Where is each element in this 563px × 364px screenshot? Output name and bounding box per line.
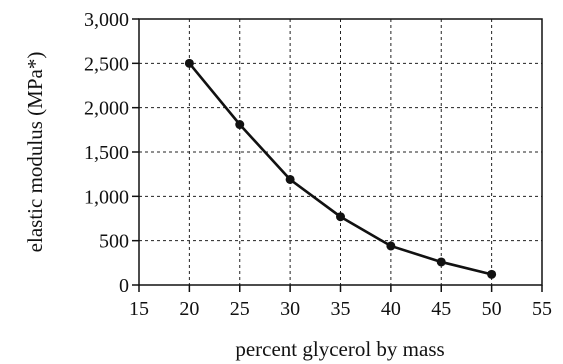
x-tick-label: 55 <box>532 298 552 320</box>
x-tick-label: 25 <box>230 298 250 320</box>
y-tick-label: 1,500 <box>84 142 129 164</box>
x-tick-label: 35 <box>331 298 351 320</box>
data-point <box>235 120 245 130</box>
y-tick-label: 0 <box>119 275 129 297</box>
data-point <box>487 269 497 279</box>
x-tick-label: 50 <box>482 298 502 320</box>
gridlines <box>139 19 542 285</box>
y-tick-label: 2,500 <box>84 53 129 75</box>
y-tick-label: 1,000 <box>84 186 129 208</box>
x-tick-label: 45 <box>431 298 451 320</box>
x-tick-label: 15 <box>129 298 149 320</box>
x-tick-labels: 15 20 25 30 35 40 45 50 55 <box>129 298 552 320</box>
y-tick-label: 2,000 <box>84 98 129 120</box>
x-tick-label: 30 <box>280 298 300 320</box>
data-point <box>285 174 295 184</box>
y-axis-title: elastic modulus (MPa*) <box>23 52 47 253</box>
data-point <box>336 212 345 222</box>
y-tick-label: 500 <box>99 231 129 253</box>
axis-ticks <box>132 18 543 292</box>
data-series <box>184 58 497 279</box>
x-tick-label: 40 <box>381 298 401 320</box>
data-point <box>436 257 446 267</box>
data-point <box>184 58 194 68</box>
y-tick-label: 3,000 <box>84 9 129 31</box>
y-tick-labels: 0 500 1,000 1,500 2,000 2,500 3,000 <box>84 9 129 297</box>
x-axis-title: percent glycerol by mass <box>235 337 444 361</box>
data-point <box>386 241 396 251</box>
x-tick-label: 20 <box>179 298 199 320</box>
